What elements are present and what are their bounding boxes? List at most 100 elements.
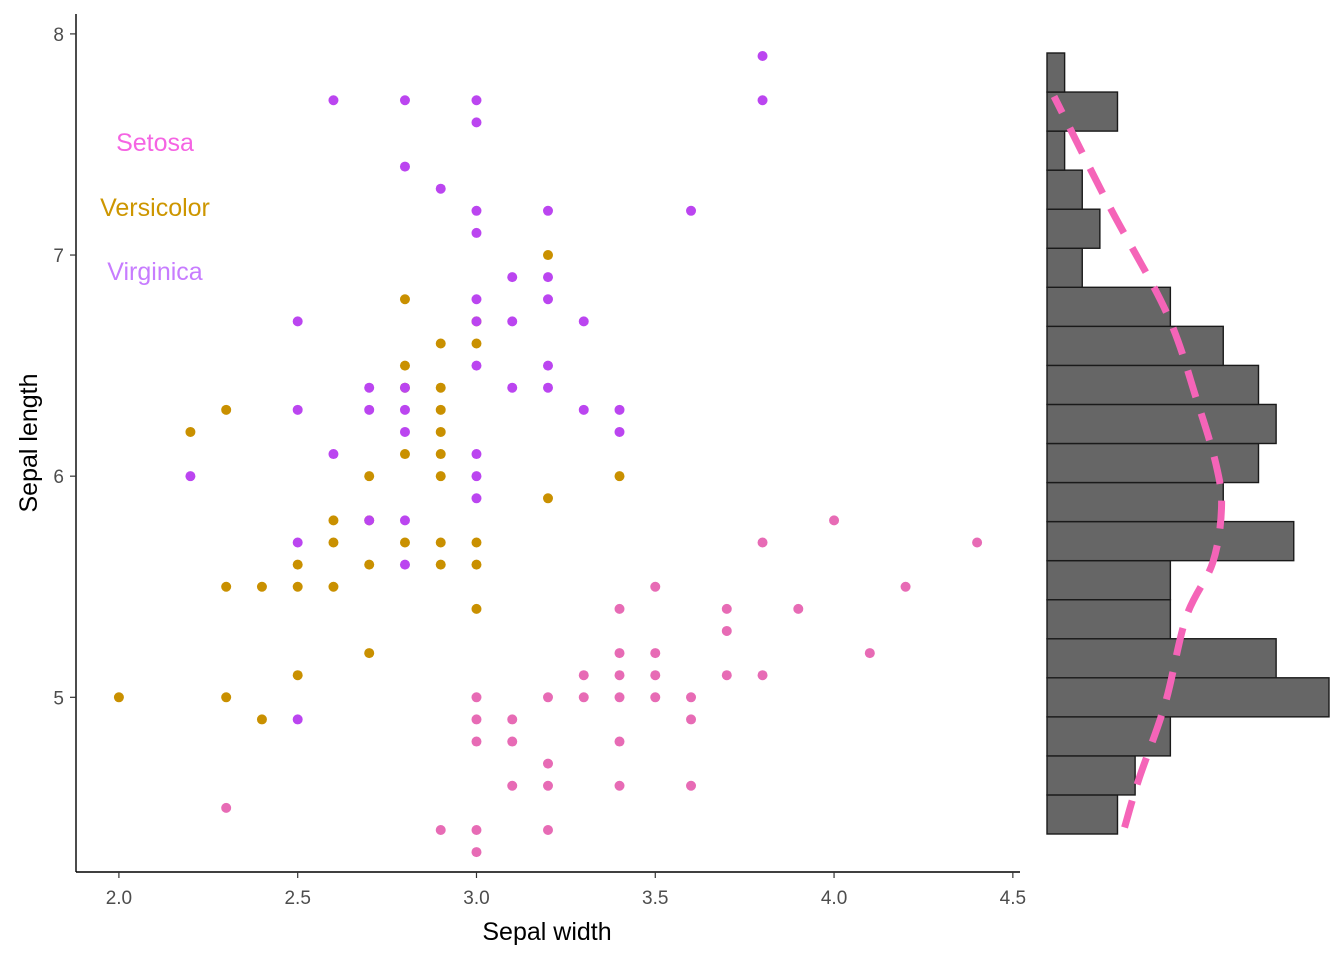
scatter-point [543, 382, 553, 393]
scatter-point [543, 272, 553, 283]
histogram-bar [1046, 364, 1260, 406]
histogram-bar [1046, 247, 1083, 288]
scatter-point [399, 426, 410, 437]
x-tick-label: 4.5 [1000, 888, 1026, 909]
scatter-point [256, 581, 267, 592]
x-tick-label: 3.0 [463, 888, 489, 909]
histogram-bar [1046, 677, 1330, 718]
scatter-point [543, 294, 553, 305]
scatter-point [578, 670, 589, 681]
histogram-bar [1046, 130, 1066, 171]
histogram-bar [1046, 520, 1295, 562]
scatter-point [471, 117, 482, 128]
scatter-point [292, 670, 303, 681]
scatter-point [614, 603, 625, 614]
y-tick-label: 8 [53, 25, 64, 46]
scatter-point [471, 95, 482, 106]
scatter-point [900, 581, 911, 592]
legend-label: Versicolor [100, 194, 210, 222]
scatter-point [793, 603, 804, 614]
scatter-point [686, 780, 697, 791]
scatter-point [829, 515, 840, 526]
scatter-point [507, 382, 518, 393]
scatter-point [543, 250, 553, 261]
scatter-point [650, 692, 661, 703]
x-tick-label: 4.0 [821, 888, 847, 909]
scatter-point [471, 316, 482, 327]
x-tick-label: 3.5 [642, 888, 668, 909]
scatter-point [507, 736, 518, 747]
scatter-point [757, 51, 768, 62]
y-tick-label: 6 [53, 467, 64, 488]
scatter-point [221, 404, 232, 415]
histogram-bar [1046, 52, 1066, 93]
scatter-point [292, 714, 303, 725]
scatter-point [471, 338, 482, 349]
scatter-point [614, 670, 625, 681]
scatter-point [864, 648, 875, 659]
scatter-point [721, 625, 732, 636]
scatter-point [435, 426, 446, 437]
scatter-point [328, 95, 339, 106]
scatter-point [578, 316, 589, 327]
scatter-point [650, 581, 661, 592]
scatter-point [614, 426, 625, 437]
scatter-point [399, 294, 410, 305]
marginal-histogram [1046, 52, 1330, 835]
legend: Setosa Versicolor Virginica [100, 129, 210, 286]
histogram-bars [1046, 52, 1330, 835]
scatter-point [471, 449, 482, 460]
scatter-point [543, 493, 553, 504]
histogram-bar [1046, 794, 1119, 835]
scatter-point [435, 537, 446, 548]
scatter-point [471, 205, 482, 216]
scatter-point [292, 316, 303, 327]
scatter-point [757, 670, 768, 681]
scatter-point [471, 227, 482, 238]
histogram-bar [1046, 559, 1172, 601]
scatter-point [471, 714, 482, 725]
scatter-point [543, 758, 553, 769]
scatter-point [471, 736, 482, 747]
scatter-panel: 2.0 2.5 3.0 3.5 4.0 4.5 5 6 7 8 Setosa Versicolor… [15, 14, 1026, 946]
scatter-point [364, 648, 375, 659]
scatter-point [292, 559, 303, 570]
scatter-point [650, 648, 661, 659]
scatter-point [435, 338, 446, 349]
scatter-point [399, 360, 410, 371]
scatter-point [578, 404, 589, 415]
scatter-point [364, 404, 375, 415]
scatter-points [113, 51, 983, 858]
scatter-point [399, 404, 410, 415]
scatter-point [507, 272, 518, 283]
scatter-point [650, 670, 661, 681]
scatter-point [471, 559, 482, 570]
scatter-point [364, 471, 375, 482]
scatter-point [543, 205, 553, 216]
scatter-point [399, 161, 410, 172]
histogram-bar [1046, 481, 1224, 523]
scatter-point [399, 559, 410, 570]
scatter-point [399, 449, 410, 460]
scatter-point [399, 515, 410, 526]
scatter-point [435, 471, 446, 482]
scatter-point [399, 95, 410, 106]
scatter-point [113, 692, 124, 703]
scatter-point [507, 316, 518, 327]
scatter-point [972, 537, 983, 548]
scatter-point [471, 493, 482, 504]
scatter-point [328, 449, 339, 460]
histogram-bar [1046, 208, 1101, 249]
scatter-point [614, 648, 625, 659]
scatter-point [435, 824, 446, 835]
scatter-point [292, 404, 303, 415]
y-axis-title: Sepal length [15, 373, 43, 512]
scatter-point [256, 714, 267, 725]
x-axis-title: Sepal width [482, 918, 611, 946]
histogram-bar [1046, 442, 1260, 484]
scatter-point [221, 692, 232, 703]
scatter-point [686, 205, 697, 216]
scatter-point [471, 537, 482, 548]
scatter-point [471, 603, 482, 614]
scatter-point [507, 714, 518, 725]
